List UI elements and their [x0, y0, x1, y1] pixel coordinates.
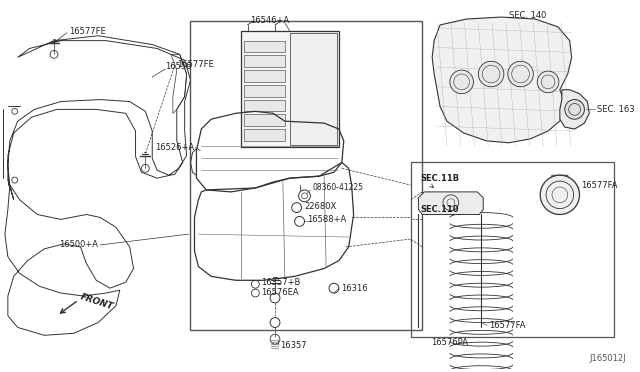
Text: 16576PA: 16576PA [431, 338, 468, 347]
Circle shape [450, 70, 474, 94]
Text: 16357+B: 16357+B [261, 278, 301, 287]
Polygon shape [550, 175, 570, 182]
Bar [189, 21, 422, 330]
Text: SEC.11B: SEC.11B [420, 174, 460, 183]
Text: 22680X: 22680X [305, 202, 337, 211]
Circle shape [478, 61, 504, 87]
Bar [244, 114, 285, 126]
Text: J165012J: J165012J [589, 355, 626, 363]
Text: 16556: 16556 [165, 62, 191, 71]
Bar [244, 85, 285, 97]
Polygon shape [432, 17, 572, 143]
Text: 16577FE: 16577FE [68, 27, 106, 36]
Text: SEC. 140: SEC. 140 [509, 10, 546, 20]
Polygon shape [560, 90, 589, 129]
Text: SEC. 163: SEC. 163 [597, 105, 635, 114]
Circle shape [540, 175, 579, 215]
Bar [244, 129, 285, 141]
Bar [244, 70, 285, 82]
Bar [290, 33, 337, 145]
Text: 16500+A: 16500+A [60, 240, 98, 250]
Text: 16526+A: 16526+A [156, 143, 195, 152]
Polygon shape [419, 192, 483, 215]
Text: FRONT: FRONT [79, 293, 115, 312]
Text: 16577FE: 16577FE [177, 60, 214, 69]
Text: 16577FA: 16577FA [582, 180, 618, 189]
Text: 16576EA: 16576EA [261, 288, 299, 296]
Circle shape [564, 100, 584, 119]
Bar [244, 41, 285, 52]
Text: 16546+A: 16546+A [250, 16, 290, 25]
Bar [241, 31, 339, 147]
Text: 16357: 16357 [280, 341, 307, 350]
Bar [244, 100, 285, 111]
Bar [411, 163, 614, 337]
Text: SEC.110: SEC.110 [420, 205, 459, 214]
Text: 08360-41225: 08360-41225 [312, 183, 364, 192]
Text: 16588+A: 16588+A [307, 215, 347, 224]
Bar [244, 55, 285, 67]
Text: 16316: 16316 [341, 283, 367, 293]
Circle shape [537, 71, 559, 93]
Text: 16577FA: 16577FA [489, 321, 525, 330]
Circle shape [508, 61, 533, 87]
